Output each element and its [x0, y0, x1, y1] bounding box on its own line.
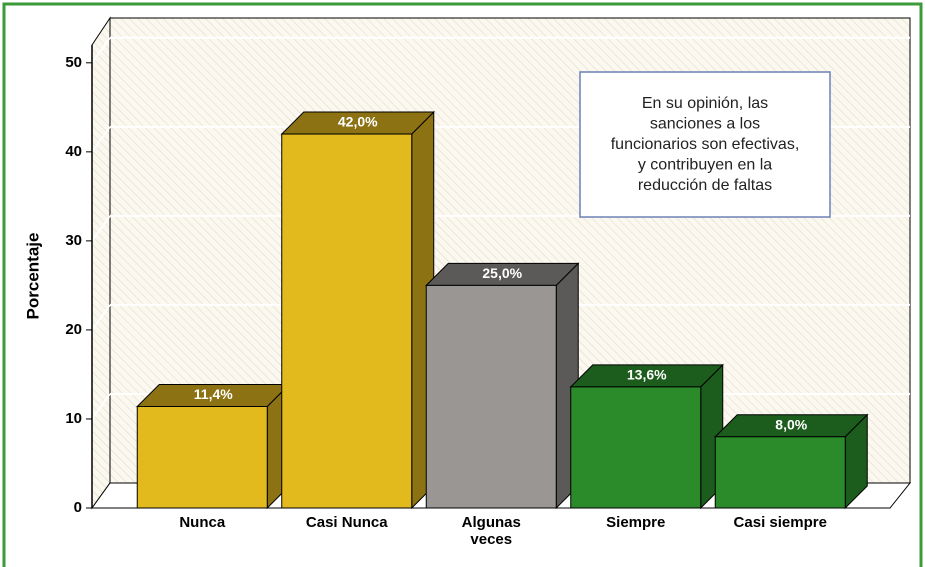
bar [714, 436, 846, 509]
annotation-line: y contribuyen en la [638, 157, 772, 174]
annotation-line: En su opinión, las [642, 95, 768, 112]
side-wall [91, 16, 111, 510]
y-tick-label: 20 [65, 321, 82, 338]
value-label: 25,0% [482, 265, 522, 281]
grid-line [91, 37, 111, 64]
y-tick-label: 10 [65, 410, 82, 427]
x-tick-label: Nunca [179, 514, 226, 531]
y-tick-label: 30 [65, 232, 82, 249]
value-label: 11,4% [194, 386, 233, 402]
x-tick-label: Casi Nunca [305, 514, 388, 531]
bar [570, 386, 702, 509]
x-tick-label: Siempre [606, 514, 666, 531]
y-axis-label: Porcentaje [23, 233, 42, 320]
grid-line [91, 126, 111, 153]
x-tick-label-box: Nunca [179, 514, 226, 531]
value-label: 42,0% [338, 114, 378, 130]
y-tick-label: 50 [65, 54, 82, 71]
y-tick-label: 40 [65, 143, 82, 160]
annotation-line: sanciones a los [650, 116, 760, 133]
bars: 11,4% 42,0% 25,0% 13,6% 8,0% [136, 110, 869, 510]
x-tick-label-box: Siempre [606, 514, 666, 531]
annotation-line: reducción de faltas [638, 177, 772, 194]
annotation-box [579, 71, 831, 218]
x-tick-label: Algunas veces [461, 514, 521, 548]
bar [136, 405, 268, 509]
grid-line [91, 215, 111, 242]
value-label: 8,0% [775, 416, 807, 432]
annotation-line: funcionarios son efectivas, [611, 136, 800, 153]
x-tick-label-box: Casi siempre [733, 514, 827, 531]
x-tick-label: Casi siempre [733, 514, 827, 531]
bar [281, 133, 413, 509]
bar [425, 284, 557, 509]
grid-line [91, 393, 111, 420]
annotation: En su opinión, las sanciones a los funcion… [611, 95, 800, 194]
grid-line [91, 304, 111, 331]
x-tick-label-box: Algunas veces [461, 514, 521, 548]
value-label: 13,6% [627, 367, 667, 383]
y-tick-label: 0 [74, 499, 82, 516]
x-tick-label-box: Casi Nunca [305, 514, 388, 531]
